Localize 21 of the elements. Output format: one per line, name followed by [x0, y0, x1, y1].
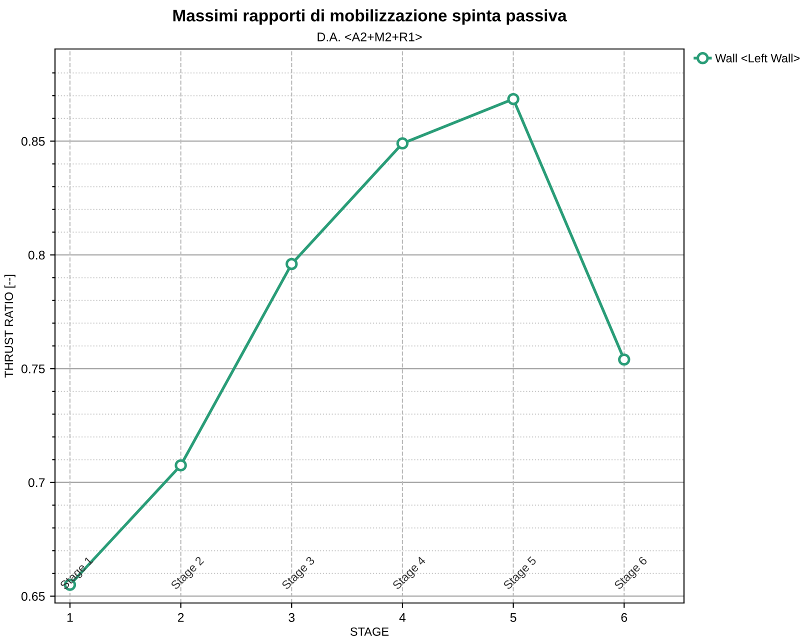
- point: [618, 353, 630, 366]
- point: [396, 137, 409, 150]
- y-tick-label: 0.85: [21, 136, 45, 146]
- x-tick-label: 2: [178, 613, 184, 622]
- y-tick-label: 0.7: [28, 478, 45, 488]
- x-tick-label: 3: [288, 613, 295, 622]
- y-tick-label: 0.75: [21, 364, 45, 374]
- legend-label: Wall <Left Wall>: [715, 54, 800, 62]
- chart-subtitle: D.A. <A2+M2+R1>: [318, 32, 422, 42]
- y-axis-title: THRUST RATIO [--]: [4, 274, 16, 378]
- x-tick-label: 1: [67, 613, 73, 622]
- y-tick-label: 0.65: [21, 592, 45, 601]
- x-tick-label: 6: [621, 613, 628, 622]
- point: [174, 459, 187, 472]
- chart-title: Massimi rapporti di mobilizzazione spinta passiva: [173, 9, 567, 25]
- point: [286, 258, 298, 270]
- x-axis-title: STAGE: [350, 627, 389, 636]
- point: [507, 92, 520, 106]
- x-tick-label: 5: [510, 613, 516, 622]
- y-tick-label: 0.8: [28, 250, 45, 260]
- x-tick-label: 4: [399, 613, 406, 622]
